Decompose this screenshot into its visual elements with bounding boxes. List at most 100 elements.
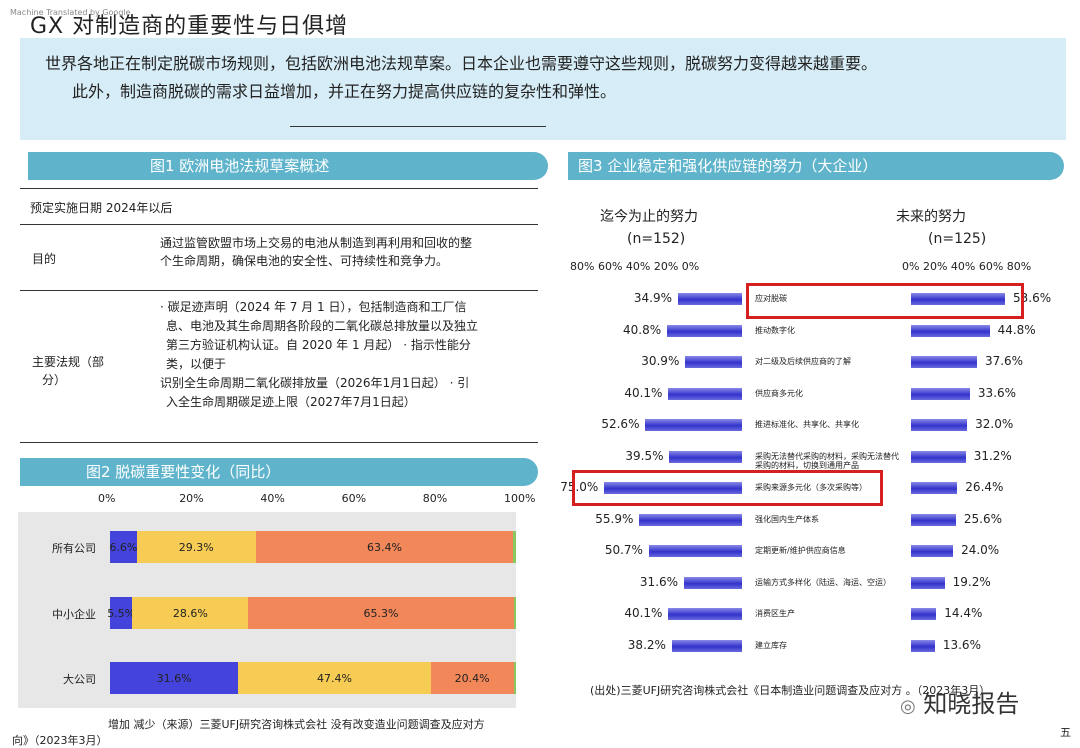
fig3-right-n: (n=125): [928, 231, 987, 247]
fig1-regs-label: 分）: [42, 373, 67, 387]
fig1-regs-label: 主要法规（部: [32, 355, 105, 369]
fig3-category-label: 定期更新/维护供应商信息: [755, 546, 846, 555]
fig2-x-tick: 40%: [260, 492, 285, 505]
fig1-title: 图1 欧洲电池法规草案概述: [150, 157, 330, 175]
fig3-value-so-far: 40.8%: [623, 322, 662, 337]
fig1-purpose-label: 目的: [32, 252, 57, 266]
fig1-rule: [20, 290, 538, 291]
fig3-value-so-far: 40.1%: [624, 606, 663, 620]
fig2-bar-segment: [513, 531, 516, 563]
fig3-title: 图3 企业稳定和强化供应链的努力（大企业）: [578, 157, 878, 175]
fig2-category-label: 大公司: [63, 673, 96, 686]
wechat-icon: ◎: [900, 696, 916, 717]
fig3-category-label: 推进标准化、共享化、共享化: [755, 420, 859, 429]
fig3-bar-so-far: [667, 324, 742, 337]
fig3-bar-future: [911, 356, 977, 368]
fig3-bar-so-far: [639, 513, 742, 526]
fig1-reg-line: 类，以便于: [166, 357, 227, 371]
fig3-value-future: 19.2%: [952, 574, 991, 589]
fig2-bar-segment: 31.6%: [110, 662, 239, 694]
fig3-bar-future: [911, 324, 990, 337]
fig3-right-heading: 未来的努力: [896, 209, 966, 225]
fig3-category-label: 建立库存: [755, 640, 787, 650]
fig1-rule: [20, 224, 538, 225]
fig2-bar-segment: 6.6%: [109, 531, 137, 563]
fig1-reg-line: 识别全生命周期二氧化碳排放量（2026年1月1日起） · 引: [160, 376, 470, 390]
fig3-value-future: 14.4%: [944, 606, 983, 620]
fig3-value-future: 26.4%: [965, 480, 1004, 494]
fig2-bar-segment: 47.4%: [238, 662, 431, 694]
fig2-bar-segment: 20.4%: [430, 662, 514, 694]
fig3-category-label: 采购来源多元化（多次采购等）: [755, 483, 867, 492]
fig2-category-label: 所有公司: [52, 542, 96, 555]
fig2-bar-segment: 63.4%: [255, 531, 514, 563]
fig2-x-tick: 100%: [504, 492, 536, 505]
fig3-value-future: 33.6%: [977, 385, 1017, 400]
fig3-value-future: 32.0%: [975, 417, 1014, 431]
fig3-value-so-far: 55.9%: [595, 511, 634, 526]
fig1-rule-bottom: [20, 442, 538, 443]
fig3-bar-future: [911, 639, 935, 652]
fig2-x-tick: 0%: [98, 492, 116, 505]
fig3-value-so-far: 30.9%: [641, 354, 680, 368]
fig1-purpose-line: 通过监管欧盟市场上交易的电池从制造到再利用和回收的整: [160, 236, 473, 250]
fig3-value-so-far: 40.1%: [624, 385, 663, 400]
fig2-bar-segment: 28.6%: [132, 597, 249, 629]
brand-mark: ◎ 知晓报告: [900, 684, 1019, 719]
fig3-value-so-far: 31.6%: [639, 574, 679, 589]
fig3-bar-so-far: [668, 387, 742, 400]
brand-text: 知晓报告: [923, 690, 1020, 718]
fig3-value-so-far: 52.6%: [601, 417, 640, 431]
fig3-bar-so-far: [645, 419, 742, 431]
fig3-left-heading: 迄今为止的努力: [600, 209, 698, 225]
fig3-category-label: 推动数字化: [755, 325, 795, 335]
fig1-purpose-line: 个生命周期，确保电池的安全性、可持续性和竞争力。: [160, 254, 449, 268]
summary-line-1: 世界各地正在制定脱碳市场规则，包括欧洲电池法规草案。日本企业也需要遵守这些规则，…: [45, 54, 878, 73]
fig3-category-label: 采购无法替代采购的材料，采购无法替代采购的材料，切换到通用产品: [755, 451, 899, 470]
fig3-value-future: 13.6%: [942, 637, 981, 652]
fig2-x-tick: 80%: [422, 492, 448, 505]
fig3-bar-future: [911, 482, 958, 494]
fig3-highlight-box: [746, 283, 1024, 319]
fig1-rule-top: [20, 188, 538, 189]
fig3-value-so-far: 50.7%: [604, 543, 643, 557]
fig3-category-label: 应对脱碳: [755, 294, 787, 303]
fig2-bar-segment: [513, 597, 516, 629]
fig3-value-future: 25.6%: [963, 511, 1003, 526]
fig3-bar-so-far: [671, 639, 742, 652]
fig3-bar-so-far: [604, 482, 742, 494]
fig3-category-label: 强化国内生产体系: [755, 514, 819, 524]
fig3-value-so-far: 75.0%: [560, 480, 599, 494]
footer-left: 向》（2023年3月）: [12, 734, 108, 747]
fig3-right-ticks: 0% 20% 40% 60% 80%: [902, 260, 1032, 273]
fig1-reg-line: · 碳足迹声明（2024 年 7 月 1 日），包括制造商和工厂信: [160, 300, 467, 314]
fig2-header: 图2 脱碳重要性变化（同比）: [20, 458, 538, 486]
fig1-reg-line: 入全生命周期碳足迹上限（2027年7月1日起）: [166, 395, 416, 409]
fig3-value-future: 24.0%: [961, 543, 1000, 557]
fig3-source: (出处)三菱UFJ研究咨询株式会社《日本制造业问题调查及应对方 。（2023年3…: [590, 684, 991, 697]
fig2-x-tick: 20%: [179, 492, 204, 505]
fig2-category-label: 中小企业: [52, 608, 96, 621]
fig3-header: 图3 企业稳定和强化供应链的努力（大企业）: [568, 152, 1064, 180]
fig3-bar-so-far: [677, 293, 742, 305]
fig3-left-ticks: 80% 60% 40% 20% 0%: [570, 260, 700, 273]
fig2-bar-segment: 65.3%: [248, 597, 514, 629]
fig3-category-label: 运输方式多样化（陆运、海运、空运）: [755, 577, 891, 587]
fig3-bar-so-far: [668, 608, 742, 620]
fig2-x-tick: 60%: [341, 492, 367, 505]
fig1-header: 图1 欧洲电池法规草案概述: [28, 152, 548, 180]
fig2-bar-segment: [513, 662, 516, 694]
fig3-bar-so-far: [685, 356, 742, 368]
fig2-bar-segment: 29.3%: [136, 531, 256, 563]
fig3-value-so-far: 39.5%: [625, 448, 664, 463]
fig2-bar-segment: 5.5%: [107, 597, 135, 629]
fig3-bar-future: [911, 293, 1005, 305]
fig3-value-future: 44.8%: [997, 322, 1036, 337]
summary-box: 世界各地正在制定脱碳市场规则，包括欧洲电池法规草案。日本企业也需要遵守这些规则，…: [20, 38, 1066, 140]
fig3-bar-future: [911, 545, 954, 557]
fig3-value-so-far: 38.2%: [627, 637, 666, 652]
fig3-bar-so-far: [648, 545, 742, 557]
fig3-bar-so-far: [683, 576, 742, 589]
fig3-bar-future: [911, 513, 956, 526]
fig3-value-future: 37.6%: [984, 354, 1024, 368]
